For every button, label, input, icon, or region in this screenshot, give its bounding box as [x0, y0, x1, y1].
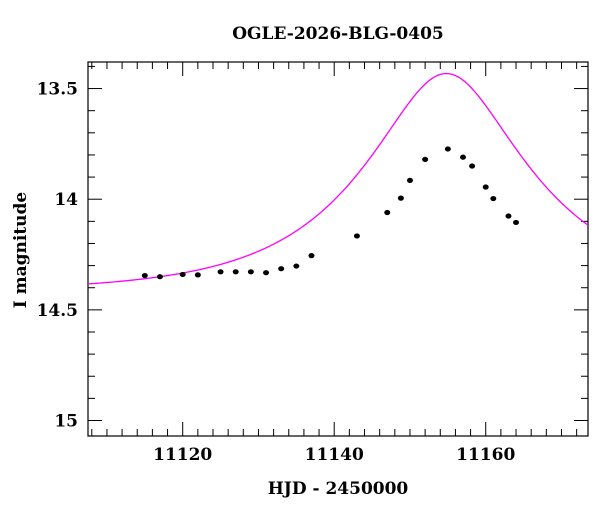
x-axis-label: HJD - 2450000	[268, 479, 409, 499]
x-tick-label: 11140	[305, 445, 364, 465]
data-point	[194, 272, 201, 278]
data-point	[179, 271, 186, 278]
data-point	[505, 213, 512, 219]
data-point	[406, 177, 413, 183]
y-tick-label: 13.5	[37, 80, 78, 100]
data-point	[482, 184, 489, 190]
data-point	[397, 195, 404, 201]
data-point	[469, 163, 476, 169]
data-point	[308, 253, 315, 259]
plot-area: 11120 11140 11160 13.5 14 14.5 15	[37, 61, 589, 465]
data-point	[353, 233, 360, 239]
data-point	[247, 269, 254, 275]
data-point	[263, 270, 270, 276]
data-point	[444, 146, 451, 152]
y-tick-label: 14.5	[37, 301, 78, 321]
data-point	[278, 266, 285, 272]
data-point	[490, 195, 497, 202]
data-point	[156, 274, 163, 280]
data-point	[422, 156, 429, 162]
data-point	[460, 154, 466, 160]
data-point	[384, 209, 391, 216]
y-tick-label: 15	[54, 412, 78, 432]
x-tick-label: 11120	[153, 445, 212, 465]
data-point	[141, 272, 148, 279]
y-tick-label: 14	[54, 190, 78, 210]
data-point	[293, 263, 300, 269]
chart-title: OGLE-2026-BLG-0405	[232, 24, 444, 44]
x-tick-label: 11160	[456, 445, 515, 465]
data-point	[513, 219, 520, 226]
y-axis-label: I magnitude	[11, 192, 31, 309]
data-point	[232, 269, 239, 275]
data-point	[217, 269, 224, 275]
plot-frame	[87, 61, 589, 437]
model-fit-curve	[88, 72, 588, 285]
